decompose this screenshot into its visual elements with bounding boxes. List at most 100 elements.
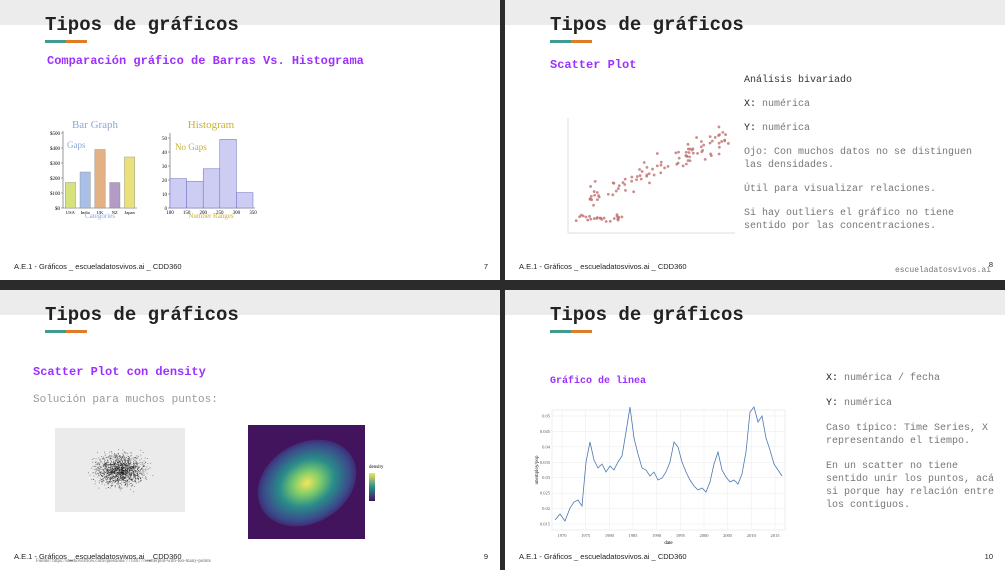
scatter-dot xyxy=(132,481,134,482)
scatter-dot xyxy=(109,465,111,466)
scatter-dot xyxy=(135,460,137,462)
scatter-dot xyxy=(113,472,114,474)
scatter-dot xyxy=(138,471,140,472)
scatter-dot xyxy=(102,478,104,480)
scatter-dot xyxy=(103,469,105,471)
x-tick-label: USA xyxy=(66,210,76,215)
scatter-dot xyxy=(121,468,122,470)
scatter-dot xyxy=(120,469,122,470)
scatter-dot xyxy=(109,468,111,470)
scatter-dot xyxy=(132,484,134,485)
scatter-dot xyxy=(130,452,132,454)
scatter-dot xyxy=(111,482,113,484)
scatter-dot xyxy=(127,469,128,471)
scatter-dot xyxy=(114,480,116,482)
scatter-dot xyxy=(109,451,111,453)
slide: Tipos de gráficos Scatter Plot Análisis … xyxy=(505,0,1005,280)
x-tick-label: 2005 xyxy=(723,533,733,538)
scatter-dot xyxy=(134,473,136,475)
scatter-dot xyxy=(110,467,112,469)
scatter-dot xyxy=(136,462,138,464)
scatter-dot xyxy=(128,461,130,463)
scatter-dot xyxy=(109,487,111,489)
scatter-dot xyxy=(127,462,129,464)
scatter-dot xyxy=(133,475,135,476)
scatter-dot xyxy=(115,455,117,457)
title-rule xyxy=(550,40,592,43)
histogram-bar xyxy=(236,192,254,209)
scatter-dot xyxy=(121,480,123,481)
scatter-dot xyxy=(120,465,122,467)
scatter-dot xyxy=(134,481,136,483)
scatter-dot xyxy=(130,462,132,464)
note-label: X: xyxy=(744,99,757,110)
scatter-dot xyxy=(139,472,141,474)
scatter-dot xyxy=(131,477,133,479)
scatter-dot xyxy=(134,475,136,476)
histogram-bar xyxy=(219,139,237,209)
scatter-dot xyxy=(590,198,594,202)
scatter-dot xyxy=(130,455,131,457)
scatter-dot xyxy=(113,476,115,478)
scatter-dot xyxy=(106,482,108,484)
note-text: Caso típico: Time Series, X representand… xyxy=(826,423,989,447)
scatter-dot xyxy=(595,198,599,202)
scatter-dot xyxy=(111,473,113,475)
scatter-dot xyxy=(118,476,119,478)
scatter-dot xyxy=(118,468,119,470)
scatter-dot xyxy=(684,162,688,166)
scatter-dot xyxy=(105,463,107,465)
scatter-dot xyxy=(114,466,116,468)
scatter-dot xyxy=(112,482,114,484)
note: Caso típico: Time Series, X representand… xyxy=(826,422,996,448)
scatter-dot xyxy=(102,479,104,481)
scatter-dot xyxy=(133,466,134,468)
notes: Análisis bivariado X: numérica Y: numérica… xyxy=(744,74,984,244)
scatter-dot xyxy=(127,464,129,466)
scatter-dot xyxy=(124,474,126,476)
scatter-dot xyxy=(124,484,126,486)
scatter-dot xyxy=(109,474,111,476)
scatter-dot xyxy=(97,476,99,478)
scatter-dot xyxy=(132,470,134,472)
scatter-dot xyxy=(106,472,107,474)
slide-header-band xyxy=(0,0,500,25)
scatter-dot xyxy=(128,483,130,485)
scatter-dot xyxy=(597,195,601,199)
scatter-dot xyxy=(102,475,104,477)
scatter-dot xyxy=(129,473,131,475)
scatter-dot xyxy=(119,489,121,491)
scatter-dot xyxy=(105,467,106,469)
scatter-dot xyxy=(126,464,127,466)
scatter-dot xyxy=(138,479,139,481)
scatter-dot xyxy=(112,464,114,465)
scatter-dot xyxy=(132,466,134,468)
scatter-dot xyxy=(630,179,634,183)
scatter-dot xyxy=(119,464,121,466)
x-tick-label: 150 xyxy=(183,211,191,216)
scatter-dot xyxy=(121,459,123,461)
scatter-dot xyxy=(122,453,123,455)
scatter-dot xyxy=(125,456,127,458)
scatter-dot xyxy=(124,459,126,461)
scatter-dot xyxy=(129,472,131,474)
scatter-dot xyxy=(120,473,122,475)
scatter-dot xyxy=(131,472,133,474)
scatter-dot xyxy=(134,465,136,466)
note: Si hay outliers el gráfico no tiene sent… xyxy=(744,207,984,233)
scatter-dot xyxy=(119,475,121,477)
scatter-dot xyxy=(110,481,112,482)
scatter-dot xyxy=(107,461,109,463)
bar xyxy=(94,149,106,209)
scatter-dot xyxy=(129,462,131,464)
axis-label: Categories xyxy=(85,212,115,220)
note-label: Y: xyxy=(744,123,757,134)
scatter-dot xyxy=(110,479,111,481)
scatter-dot xyxy=(141,474,143,475)
scatter-dot xyxy=(95,467,97,469)
scatter-dot xyxy=(136,456,138,458)
scatter-dot xyxy=(95,465,97,467)
scatter-dot xyxy=(131,473,132,475)
scatter-dot xyxy=(111,452,113,454)
scatter-dot xyxy=(143,471,145,473)
